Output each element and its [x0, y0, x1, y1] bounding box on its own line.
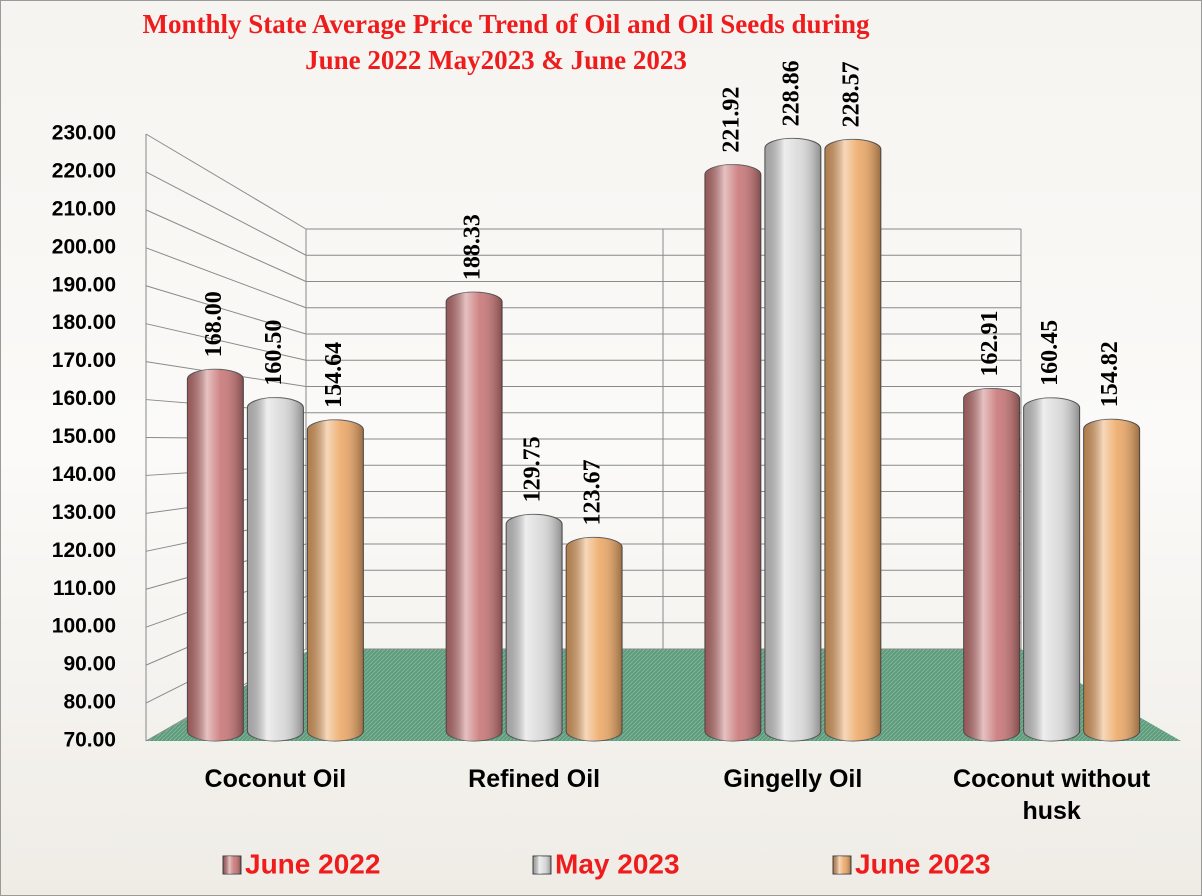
y-tick-label: 110.00 — [53, 577, 116, 600]
y-tick-label: 130.00 — [52, 501, 116, 524]
bar-highlight — [566, 537, 623, 741]
bar-highlight — [764, 138, 821, 741]
y-tick-label: 140.00 — [52, 463, 116, 486]
y-tick-label: 80.00 — [63, 691, 116, 714]
y-tick-label: 120.00 — [52, 539, 116, 562]
bar-highlight — [506, 514, 563, 741]
data-label: 129.75 — [520, 436, 546, 502]
y-tick-label: 190.00 — [52, 273, 116, 296]
x-tick-label: Refined Oil — [468, 765, 601, 793]
y-tick-label: 160.00 — [52, 387, 116, 410]
data-label: 168.00 — [201, 291, 227, 357]
y-tick-label: 150.00 — [52, 425, 116, 448]
legend-label: May 2023 — [555, 848, 680, 879]
y-tick-label: 90.00 — [63, 653, 116, 676]
data-label: 154.82 — [1097, 341, 1123, 407]
legend-swatch-shine — [833, 856, 851, 874]
grid-line — [145, 285, 307, 335]
data-label: 221.92 — [718, 87, 744, 153]
y-tick-label: 100.00 — [52, 615, 116, 638]
y-tick-label: 170.00 — [52, 349, 116, 372]
legend-label: June 2023 — [855, 848, 990, 879]
bar-highlight — [963, 388, 1020, 741]
y-tick-label: 210.00 — [52, 197, 116, 220]
y-tick-label: 230.00 — [52, 122, 116, 145]
bar-highlight — [824, 139, 881, 742]
y-tick-label: 200.00 — [52, 235, 116, 258]
grid-line — [145, 209, 307, 282]
legend-label: June 2022 — [245, 848, 380, 879]
floor — [146, 649, 1181, 741]
bar-highlight — [704, 164, 761, 741]
y-tick-label: 180.00 — [52, 311, 116, 334]
y-tick-label: 70.00 — [63, 729, 116, 752]
bar-highlight — [446, 292, 503, 741]
bar-highlight — [247, 397, 304, 741]
bar-highlight — [307, 419, 364, 741]
y-tick-label: 220.00 — [52, 159, 116, 182]
data-label: 154.64 — [321, 342, 347, 408]
x-tick-label: Coconut Oil — [204, 765, 347, 793]
data-label: 162.91 — [977, 311, 1003, 377]
data-label: 160.50 — [261, 320, 287, 386]
chart-title: Monthly State Average Price Trend of Oil… — [143, 9, 870, 39]
legend-swatch-shine — [533, 856, 551, 874]
data-label: 123.67 — [580, 459, 606, 525]
data-label: 228.57 — [838, 61, 864, 127]
legend-swatch-shine — [223, 856, 241, 874]
bar-highlight — [1083, 419, 1140, 741]
grid-line — [145, 133, 307, 230]
x-tick-label: Gingelly Oil — [723, 765, 863, 793]
chart-subtitle: June 2022 May2023 & June 2023 — [305, 45, 687, 75]
data-label: 188.33 — [460, 214, 486, 280]
bar-highlight — [187, 369, 244, 741]
grid-line — [145, 171, 307, 256]
grid-line — [145, 323, 307, 361]
data-label: 160.45 — [1037, 320, 1063, 386]
x-tick-label: Coconut without husk — [953, 765, 1151, 825]
grid-line — [145, 247, 307, 309]
data-label: 228.86 — [778, 60, 804, 126]
bar-highlight — [1023, 397, 1080, 741]
